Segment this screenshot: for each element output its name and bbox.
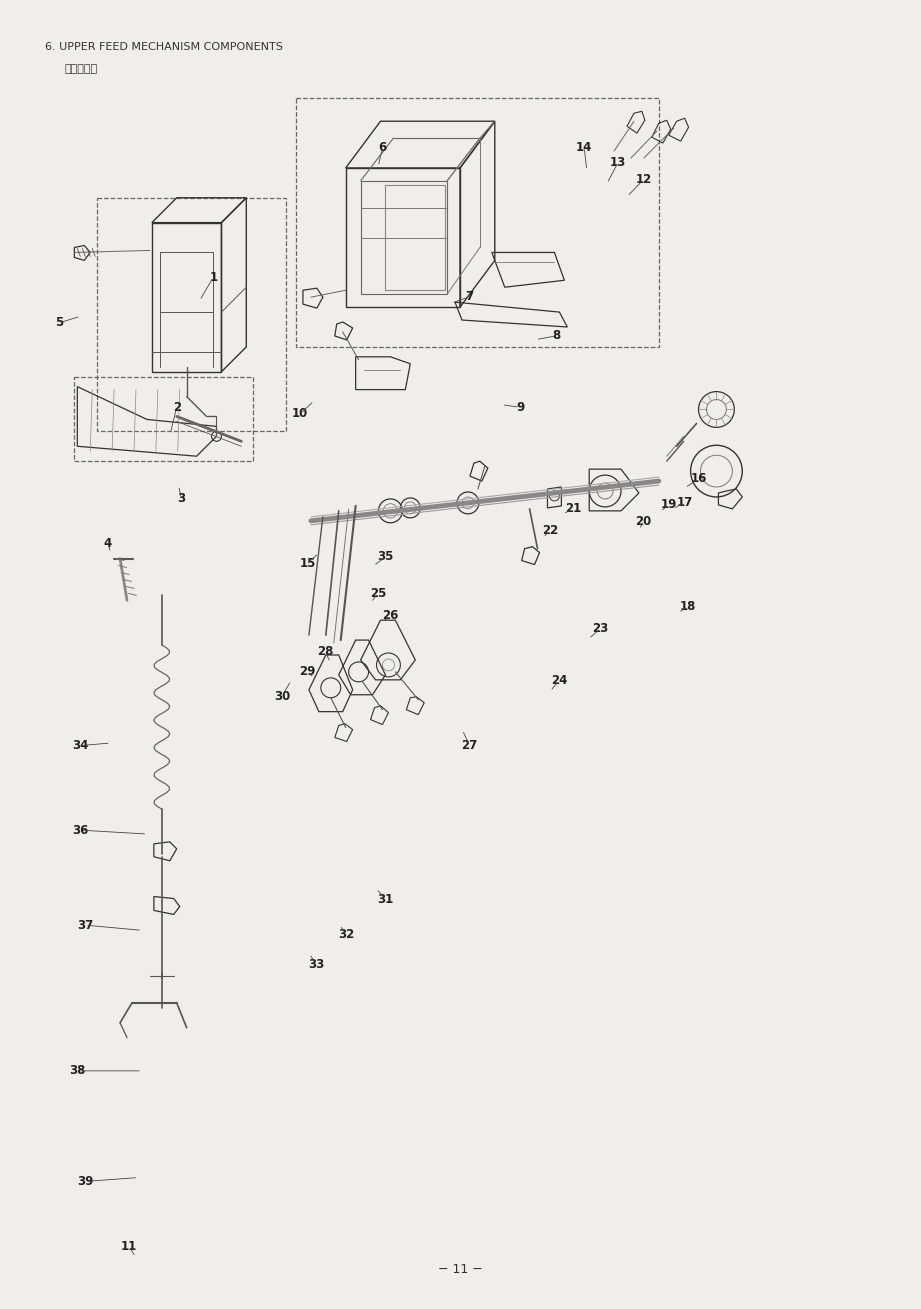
Text: 10: 10: [292, 407, 309, 420]
Text: 8: 8: [553, 330, 561, 342]
Text: 12: 12: [635, 173, 652, 186]
Text: 39: 39: [77, 1175, 93, 1189]
Text: 21: 21: [565, 503, 581, 516]
Text: 36: 36: [73, 823, 88, 836]
Text: 38: 38: [70, 1064, 86, 1077]
Text: 26: 26: [382, 609, 398, 622]
Bar: [296, 98, 659, 347]
Text: 5: 5: [55, 317, 64, 330]
Text: 19: 19: [661, 499, 678, 512]
Text: 25: 25: [370, 586, 386, 600]
Text: 22: 22: [542, 525, 558, 538]
Text: 28: 28: [317, 645, 333, 658]
Text: 27: 27: [461, 740, 478, 753]
Text: − 11 −: − 11 −: [437, 1263, 483, 1276]
Text: 15: 15: [299, 556, 316, 569]
Text: 4: 4: [104, 538, 112, 550]
Text: 6. UPPER FEED MECHANISM COMPONENTS: 6. UPPER FEED MECHANISM COMPONENTS: [44, 42, 283, 52]
Text: 11: 11: [121, 1240, 137, 1253]
Text: 17: 17: [677, 496, 693, 509]
Text: 33: 33: [308, 958, 324, 971]
Text: 35: 35: [378, 550, 393, 563]
Text: 16: 16: [691, 473, 706, 486]
Text: 3: 3: [177, 492, 185, 505]
Text: 24: 24: [551, 674, 567, 687]
Bar: [75, 377, 253, 461]
Text: 23: 23: [592, 622, 609, 635]
Text: 13: 13: [610, 156, 626, 169]
Text: 7: 7: [466, 291, 473, 304]
Text: 32: 32: [338, 928, 355, 941]
Text: 1: 1: [209, 271, 217, 284]
Text: 上送り関係: 上送り関係: [64, 64, 98, 73]
Text: 30: 30: [274, 690, 290, 703]
Text: 18: 18: [680, 600, 695, 613]
Text: 14: 14: [576, 140, 592, 153]
Text: 34: 34: [73, 740, 88, 753]
Bar: [98, 198, 286, 432]
Text: 20: 20: [635, 516, 652, 529]
Text: 6: 6: [379, 140, 387, 153]
Text: 2: 2: [172, 401, 181, 414]
Text: 29: 29: [299, 665, 316, 678]
Text: 9: 9: [516, 401, 524, 414]
Text: 31: 31: [378, 893, 393, 906]
Text: 37: 37: [77, 919, 93, 932]
